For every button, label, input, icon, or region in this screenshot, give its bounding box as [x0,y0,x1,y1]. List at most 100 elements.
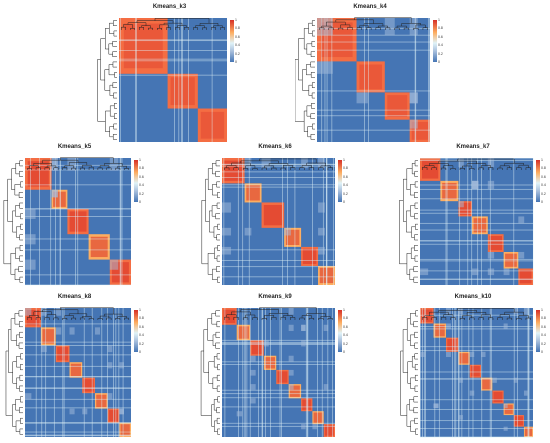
cluster-core [302,399,312,410]
colorbar-tick-label: 0 [541,350,543,354]
heatmap-noise-line [222,276,335,278]
heatmap-noise-line [420,346,533,348]
cluster-core [473,218,487,233]
heatmap-noise-line [532,158,534,285]
heatmap-patch [222,246,232,255]
heatmap-noise-line [364,18,365,142]
heatmap-svg [97,18,234,142]
colorbar [536,160,540,202]
heatmap-title: Kmeans_k10 [454,294,492,300]
heatmap-panel-k9: Kmeans_k9 1 0.8 0.6 0.4 0.2 0 [200,293,350,440]
heatmap-patch [409,92,418,104]
colorbar-tick-label: 1 [343,158,345,162]
heatmap-noise-line [317,308,318,437]
left-dendrogram [3,160,23,283]
colorbar-tick-label: 0.4 [541,183,546,188]
heatmap-noise-line [477,158,479,285]
heatmap-noise-line [83,308,85,437]
heatmap-noise-line [420,328,533,330]
colorbar-tick-label: 0.6 [139,174,144,179]
heatmap-patch [503,268,510,276]
heatmap-noise-line [222,177,335,178]
heatmap-panel-k6: Kmeans_k6 1 0.8 0.6 0.4 0.2 0 [200,143,350,288]
heatmap-patch [284,227,291,236]
cluster-core [302,248,317,265]
heatmap-noise-line [118,308,120,437]
heatmap-noise-line [420,188,533,190]
heatmap-patch [236,411,243,417]
heatmap-noise-line [317,90,430,92]
cluster-block [356,61,385,93]
heatmap-patch [409,18,418,36]
heatmap-patch [458,415,463,420]
heatmap-noise-line [306,308,308,437]
heatmap-patch [420,268,429,276]
heatmap-noise-line [446,158,448,285]
heatmap-svg [200,307,342,437]
cluster-core [493,391,503,403]
heatmap-patch [318,202,325,213]
heatmap-noise-line [50,158,52,285]
heatmap-noise-line [25,434,131,436]
heatmap-patch [69,327,75,335]
heatmap-noise-line [420,198,533,200]
heatmap-noise-line [420,399,533,401]
left-dendrogram [400,310,418,435]
heatmap-noise-line [222,341,335,343]
heatmap-patch [55,308,62,316]
heatmap-patch [318,246,325,255]
heatmap-noise-line [25,388,131,389]
heatmap-patch [492,377,497,383]
left-dendrogram [399,160,418,283]
colorbar-tick-label: 0.6 [541,174,546,179]
heatmap-noise-line [461,308,463,437]
heatmap-noise-line [513,308,515,437]
heatmap-patch [288,355,294,362]
colorbar-tick-label: 0.2 [343,341,348,346]
heatmap-patch [323,324,329,331]
heatmap-patch [487,180,495,189]
heatmap-noise-line [41,308,43,437]
cluster-block [384,92,410,120]
heatmap-noise-line [420,378,533,380]
heatmap-patch [25,259,36,270]
heatmap-noise-line [420,243,533,245]
heatmap-noise-line [420,260,533,262]
cluster-core [246,185,260,201]
heatmap-patch [301,158,308,169]
colorbar-tick-label: 1 [139,158,141,162]
heatmap-noise-line [222,186,335,188]
heatmap-patch [107,345,113,353]
colorbar-tick-label: 1 [438,18,440,22]
heatmap-patch [263,340,269,347]
heatmap-title: Kmeans_k7 [456,144,490,150]
heatmap-noise-line [135,18,136,142]
heatmap-noise-line [222,165,335,167]
cluster-core [459,353,469,364]
heatmap-noise-line [53,308,55,437]
heatmap-noise-line [420,408,533,410]
heatmap-patch [420,351,426,358]
heatmap-panel-k10: Kmeans_k10 1 0.8 0.6 0.4 0.2 0 [398,293,548,440]
heatmap-noise-line [428,18,429,142]
heatmap-noise-line [55,158,56,285]
heatmap-patch [55,327,62,335]
top-dendrogram [224,158,333,170]
heatmap-noise-line [244,308,246,437]
heatmap-noise-line [321,18,323,142]
heatmap-noise-line [25,422,131,424]
heatmap-noise-line [222,393,335,395]
heatmap-noise-line [222,425,335,427]
heatmap-noise-line [120,158,122,285]
heatmap-patch [25,393,32,400]
heatmap-patch [40,345,47,353]
heatmap-patch [469,390,475,396]
heatmap-patch [312,424,317,430]
heatmap-noise-line [312,158,313,285]
cluster-core [324,425,334,436]
heatmap-patch [458,201,464,208]
heatmap-noise-line [467,158,469,285]
colorbar-tick-label: 1 [541,158,543,162]
heatmap-noise-line [25,365,131,367]
heatmap-noise-line [119,50,227,51]
